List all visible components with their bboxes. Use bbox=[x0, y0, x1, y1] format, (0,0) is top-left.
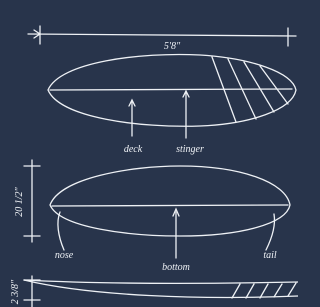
tail-label: tail bbox=[263, 250, 277, 261]
thickness-label: 2 3/8" bbox=[10, 279, 21, 304]
bottom-label: bottom bbox=[162, 262, 190, 273]
nose-label: nose bbox=[55, 250, 74, 261]
length-label: 5'8" bbox=[164, 41, 181, 52]
deck-label: deck bbox=[124, 144, 143, 155]
surfboard-sketch: 5'8" deck stinger 20 1/2" nose bottom ta… bbox=[0, 0, 298, 307]
stinger-label: stinger bbox=[176, 144, 204, 155]
width-label: 20 1/2" bbox=[14, 186, 25, 216]
background bbox=[0, 0, 298, 307]
